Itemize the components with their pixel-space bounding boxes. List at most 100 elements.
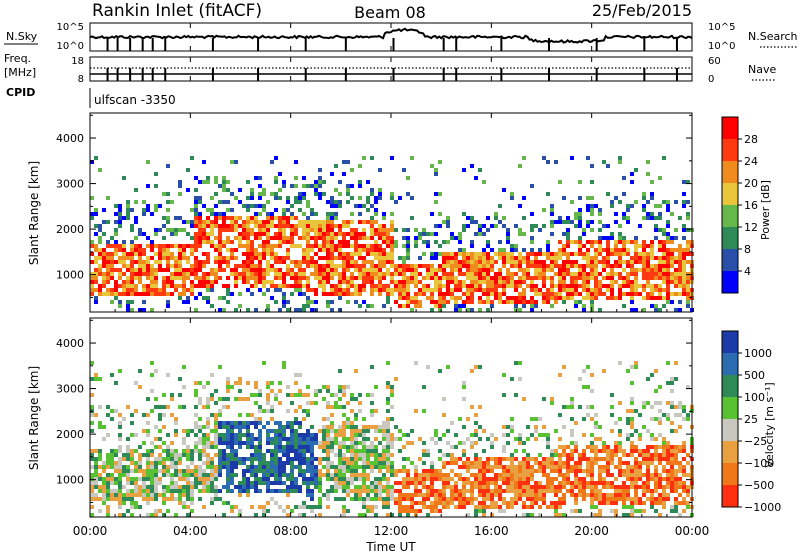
heatmap-cell bbox=[538, 248, 542, 252]
heatmap-cell bbox=[530, 260, 534, 264]
heatmap-cell bbox=[406, 292, 410, 296]
heatmap-cell bbox=[118, 413, 122, 417]
heatmap-cell bbox=[302, 304, 306, 308]
heatmap-cell bbox=[554, 284, 558, 288]
heatmap-cell bbox=[622, 260, 626, 264]
heatmap-cell bbox=[322, 276, 326, 280]
heatmap-cell bbox=[374, 505, 378, 509]
heatmap-cell bbox=[482, 280, 486, 284]
heatmap-cell bbox=[366, 429, 370, 433]
heatmap-cell bbox=[574, 501, 578, 505]
heatmap-cell bbox=[266, 268, 270, 272]
heatmap-cell bbox=[178, 228, 182, 232]
heatmap-cell bbox=[494, 296, 498, 300]
heatmap-cell bbox=[190, 280, 194, 284]
heatmap-cell bbox=[162, 224, 166, 228]
heatmap-cell bbox=[226, 276, 230, 280]
heatmap-cell bbox=[514, 473, 518, 477]
heatmap-cell bbox=[558, 284, 562, 288]
heatmap-cell bbox=[114, 469, 118, 473]
heatmap-cell bbox=[530, 308, 534, 312]
heatmap-cell bbox=[414, 272, 418, 276]
heatmap-cell bbox=[558, 268, 562, 272]
heatmap-cell bbox=[310, 505, 314, 509]
heatmap-cell bbox=[442, 473, 446, 477]
heatmap-cell bbox=[118, 272, 122, 276]
heatmap-cell bbox=[178, 485, 182, 489]
heatmap-cell bbox=[154, 268, 158, 272]
heatmap-cell bbox=[222, 405, 226, 409]
heatmap-cell bbox=[634, 449, 638, 453]
heatmap-cell bbox=[198, 401, 202, 405]
heatmap-cell bbox=[230, 453, 234, 457]
heatmap-cell bbox=[330, 232, 334, 236]
heatmap-cell bbox=[634, 489, 638, 493]
heatmap-cell bbox=[670, 236, 674, 240]
heatmap-cell bbox=[126, 308, 130, 312]
heatmap-cell bbox=[306, 489, 310, 493]
heatmap-cell bbox=[270, 244, 274, 248]
heatmap-cell bbox=[398, 469, 402, 473]
y-tick-label: 4000 bbox=[56, 132, 84, 145]
heatmap-cell bbox=[122, 284, 126, 288]
heatmap-cell bbox=[538, 505, 542, 509]
heatmap-cell bbox=[410, 308, 414, 312]
heatmap-cell bbox=[198, 196, 202, 200]
heatmap-cell bbox=[686, 180, 690, 184]
heatmap-cell bbox=[574, 481, 578, 485]
heatmap-cell bbox=[386, 244, 390, 248]
heatmap-cell bbox=[190, 208, 194, 212]
heatmap-cell bbox=[102, 481, 106, 485]
heatmap-cell bbox=[422, 409, 426, 413]
heatmap-cell bbox=[310, 477, 314, 481]
heatmap-cell bbox=[662, 465, 666, 469]
heatmap-cell bbox=[470, 268, 474, 272]
heatmap-cell bbox=[218, 276, 222, 280]
heatmap-cell bbox=[130, 240, 134, 244]
heatmap-cell bbox=[326, 445, 330, 449]
heatmap-cell bbox=[514, 304, 518, 308]
heatmap-cell bbox=[430, 232, 434, 236]
heatmap-cell bbox=[434, 224, 438, 228]
heatmap-cell bbox=[426, 240, 430, 244]
heatmap-cell bbox=[570, 429, 574, 433]
heatmap-cell bbox=[618, 260, 622, 264]
heatmap-cell bbox=[370, 401, 374, 405]
heatmap-cell bbox=[254, 449, 258, 453]
heatmap-cell bbox=[290, 272, 294, 276]
heatmap-cell bbox=[114, 228, 118, 232]
heatmap-cell bbox=[518, 489, 522, 493]
heatmap-cell bbox=[322, 256, 326, 260]
heatmap-cell bbox=[322, 272, 326, 276]
heatmap-cell bbox=[506, 441, 510, 445]
heatmap-cell bbox=[122, 260, 126, 264]
heatmap-cell bbox=[202, 437, 206, 441]
heatmap-cell bbox=[610, 296, 614, 300]
heatmap-cell bbox=[262, 220, 266, 224]
heatmap-cell bbox=[550, 268, 554, 272]
heatmap-cell bbox=[586, 208, 590, 212]
heatmap-cell bbox=[658, 292, 662, 296]
heatmap-cell bbox=[598, 240, 602, 244]
heatmap-cell bbox=[442, 477, 446, 481]
heatmap-cell bbox=[654, 369, 658, 373]
heatmap-cell bbox=[566, 256, 570, 260]
heatmap-cell bbox=[314, 437, 318, 441]
heatmap-cell bbox=[118, 421, 122, 425]
heatmap-cell bbox=[682, 260, 686, 264]
heatmap-cell bbox=[406, 473, 410, 477]
heatmap-cell bbox=[130, 280, 134, 284]
heatmap-cell bbox=[246, 397, 250, 401]
heatmap-cell bbox=[226, 481, 230, 485]
heatmap-cell bbox=[402, 304, 406, 308]
heatmap-cell bbox=[646, 445, 650, 449]
heatmap-cell bbox=[262, 469, 266, 473]
heatmap-cell bbox=[610, 429, 614, 433]
heatmap-cell bbox=[502, 276, 506, 280]
heatmap-cell bbox=[514, 284, 518, 288]
heatmap-cell bbox=[306, 401, 310, 405]
heatmap-cell bbox=[150, 481, 154, 485]
heatmap-cell bbox=[490, 264, 494, 268]
heatmap-cell bbox=[506, 481, 510, 485]
heatmap-cell bbox=[146, 485, 150, 489]
